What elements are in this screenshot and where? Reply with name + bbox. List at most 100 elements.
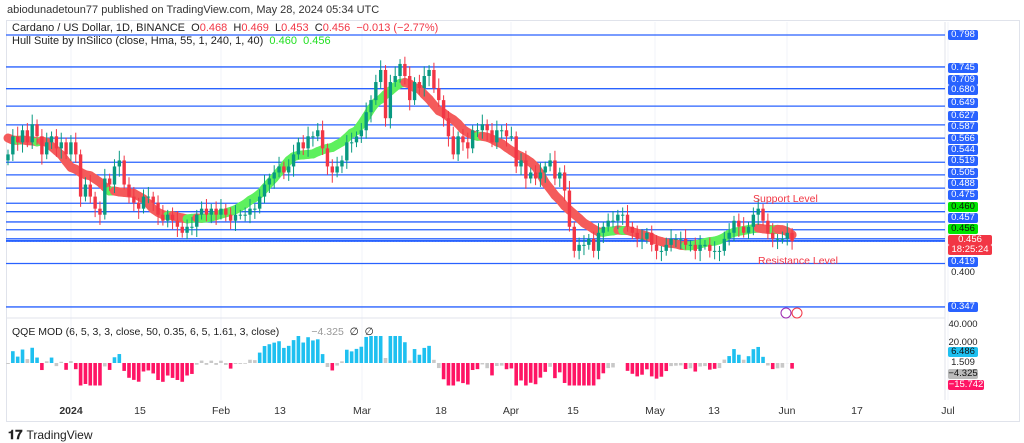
open-value: 0.468	[199, 22, 228, 34]
candle-body	[311, 136, 315, 138]
candle-body	[558, 172, 562, 179]
candle-body	[78, 154, 83, 197]
close-value: 0.456	[322, 22, 351, 34]
qqe-legend[interactable]: QQE MOD (6, 5, 3, 3, close, 50, 0.35, 6,…	[12, 326, 374, 338]
qqe-bar	[345, 349, 349, 363]
candle-body	[349, 142, 354, 144]
qqe-bar	[446, 363, 451, 386]
qqe-label-axis: 20.000	[948, 337, 978, 348]
candle-body	[456, 136, 460, 155]
qqe-bar	[117, 354, 122, 363]
candle-body	[320, 130, 325, 149]
hull-value-1: 0.460	[269, 35, 297, 47]
qqe-bar	[175, 363, 180, 380]
candle-body	[190, 226, 194, 228]
candle-body	[354, 136, 359, 143]
qqe-bar	[635, 363, 639, 377]
qqe-bar	[204, 363, 209, 365]
qqe-bar	[354, 348, 359, 363]
candle-body	[69, 142, 73, 155]
x-tick-label: 13	[274, 405, 286, 417]
price-label-level: 0.505	[948, 168, 978, 178]
candle-body	[775, 238, 780, 240]
candle-body	[717, 250, 722, 252]
candle-body	[650, 232, 654, 245]
candle-body	[296, 142, 301, 155]
candle-body	[466, 142, 470, 149]
candle-body	[122, 160, 126, 185]
candle-body	[417, 82, 422, 89]
candle-body	[243, 214, 247, 216]
qqe-bar	[674, 363, 678, 366]
x-tick-label: Jun	[778, 405, 796, 417]
qqe-bar	[756, 346, 760, 363]
qqe-bar	[233, 363, 238, 364]
candle-body	[698, 244, 702, 251]
qqe-bar	[306, 337, 310, 363]
candle-body	[335, 166, 339, 173]
candle-body	[267, 178, 272, 185]
candle-body	[170, 214, 175, 221]
price-label-level: 0.680	[948, 85, 978, 95]
candle-body	[175, 220, 180, 227]
candle-body	[219, 208, 223, 215]
candle-body	[654, 244, 659, 251]
qqe-bar	[315, 339, 320, 363]
price-label-level: 0.566	[948, 134, 978, 144]
qqe-bar	[83, 363, 88, 384]
candle-body	[606, 220, 610, 227]
qqe-bar	[587, 363, 591, 386]
publisher-line: abiodunadetoun77 published on TradingVie…	[7, 4, 380, 16]
hull-legend[interactable]: Hull Suite by InSilico (close, Hma, 55, …	[12, 35, 331, 47]
qqe-bar	[44, 361, 49, 363]
candle-body	[316, 130, 320, 137]
candle-body	[616, 214, 620, 221]
qqe-bar	[398, 336, 402, 363]
qqe-na-1: ∅	[349, 326, 359, 338]
qqe-bar	[741, 359, 746, 363]
qqe-na-2: ∅	[364, 326, 374, 338]
tradingview-footer[interactable]: 𝟏𝟕 TradingView	[8, 427, 93, 443]
candle-body	[582, 244, 586, 246]
qqe-bar	[606, 363, 610, 369]
qqe-bar	[98, 363, 102, 386]
candle-body	[427, 69, 431, 77]
qqe-bar	[514, 363, 518, 386]
candle-body	[40, 136, 44, 155]
qqe-bar	[359, 346, 364, 363]
close-label: C	[314, 22, 323, 34]
qqe-bar	[369, 336, 373, 363]
qqe-bar	[591, 363, 596, 386]
price-label-level: 0.457	[948, 213, 978, 223]
candle-body	[20, 130, 25, 143]
candle-body	[732, 220, 736, 233]
candle-body	[195, 214, 199, 227]
qqe-bar	[122, 363, 126, 371]
candle-body	[359, 130, 364, 137]
candle-body	[432, 69, 436, 89]
candle-body	[751, 214, 756, 227]
candle-body	[6, 154, 10, 161]
qqe-bar	[209, 360, 214, 363]
qqe-bar	[224, 363, 228, 365]
candle-body	[103, 178, 107, 215]
candle-body	[93, 196, 97, 209]
qqe-bar	[374, 336, 378, 363]
candle-body	[664, 244, 668, 251]
candle-body	[127, 184, 131, 197]
qqe-bar	[107, 363, 112, 370]
candle-body	[398, 63, 402, 77]
qqe-bar	[253, 360, 257, 363]
candle-body	[257, 196, 262, 209]
candle-body	[88, 184, 92, 197]
qqe-bar	[577, 363, 581, 386]
candle-body	[577, 244, 581, 251]
candle-body	[151, 196, 155, 203]
qqe-bar	[286, 345, 291, 363]
candle-body	[756, 208, 760, 215]
qqe-bar	[69, 361, 73, 363]
symbol-legend[interactable]: Cardano / US Dollar, 1D, BINANCE O0.468 …	[12, 22, 438, 34]
qqe-bar	[780, 363, 785, 368]
candle-body	[374, 82, 378, 101]
